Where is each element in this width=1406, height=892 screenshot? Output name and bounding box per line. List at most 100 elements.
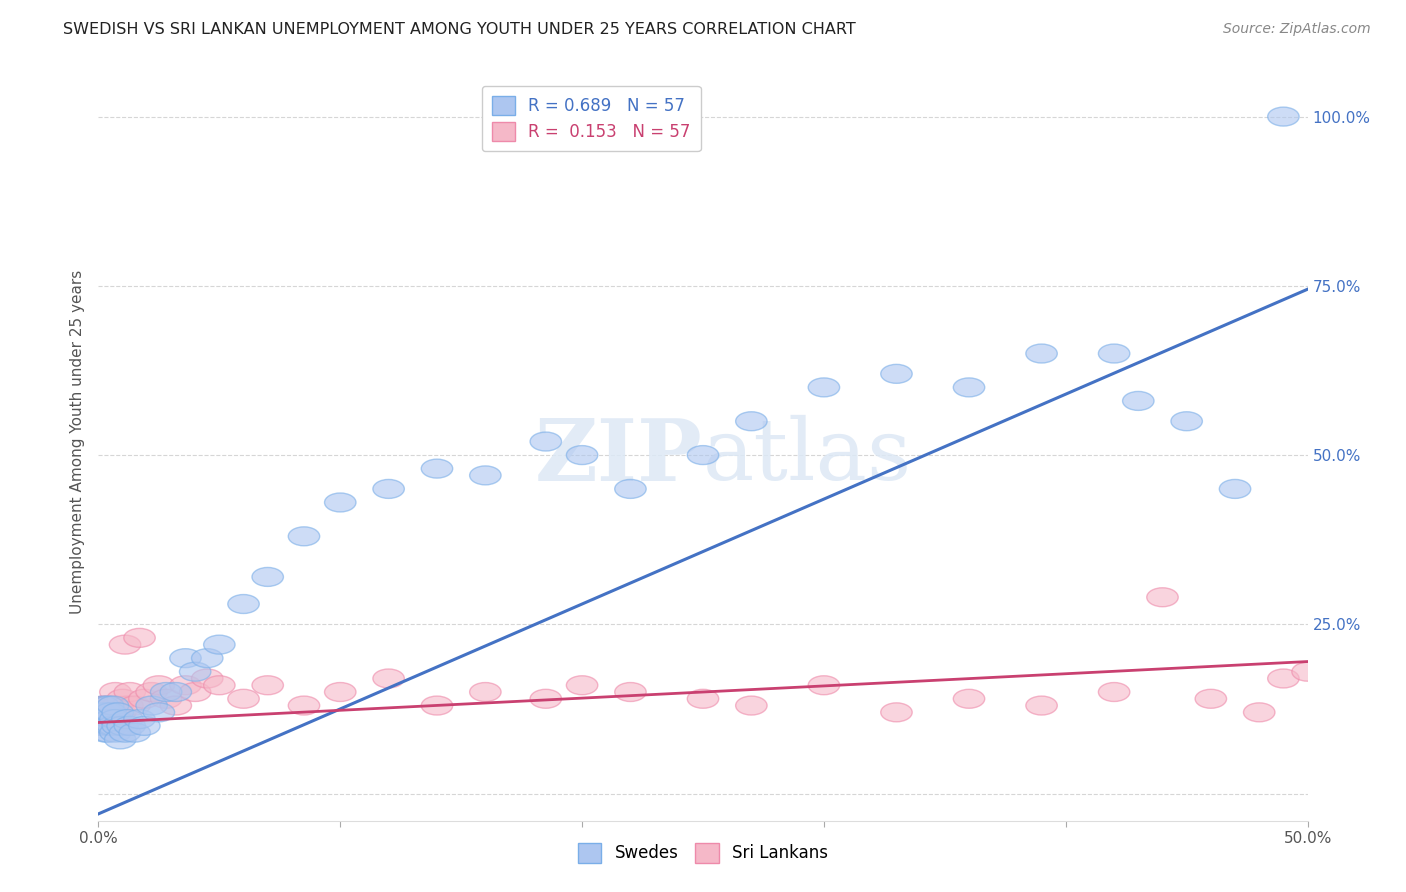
Ellipse shape [373,669,405,688]
Ellipse shape [86,703,117,722]
Ellipse shape [110,723,141,742]
Ellipse shape [90,723,121,742]
Ellipse shape [288,696,319,715]
Ellipse shape [143,703,174,722]
Ellipse shape [94,703,127,722]
Ellipse shape [97,696,129,715]
Ellipse shape [103,703,134,722]
Ellipse shape [880,364,912,384]
Ellipse shape [1268,669,1299,688]
Ellipse shape [86,710,117,729]
Ellipse shape [93,710,124,729]
Ellipse shape [1219,480,1251,499]
Ellipse shape [93,696,124,715]
Ellipse shape [1098,682,1130,701]
Ellipse shape [90,696,121,715]
Ellipse shape [204,676,235,695]
Ellipse shape [1195,690,1226,708]
Ellipse shape [86,703,117,722]
Ellipse shape [614,682,647,701]
Ellipse shape [808,378,839,397]
Ellipse shape [191,648,224,667]
Ellipse shape [104,730,136,749]
Ellipse shape [191,669,224,688]
Text: SWEDISH VS SRI LANKAN UNEMPLOYMENT AMONG YOUTH UNDER 25 YEARS CORRELATION CHART: SWEDISH VS SRI LANKAN UNEMPLOYMENT AMONG… [63,22,856,37]
Ellipse shape [325,493,356,512]
Ellipse shape [93,696,124,715]
Ellipse shape [567,446,598,465]
Ellipse shape [70,697,131,728]
Ellipse shape [1243,703,1275,722]
Ellipse shape [87,710,120,729]
Ellipse shape [94,703,127,722]
Ellipse shape [1147,588,1178,607]
Ellipse shape [880,703,912,722]
Ellipse shape [93,716,124,735]
Ellipse shape [470,466,501,485]
Ellipse shape [1026,696,1057,715]
Text: Source: ZipAtlas.com: Source: ZipAtlas.com [1223,22,1371,37]
Ellipse shape [70,704,131,734]
Ellipse shape [86,716,117,735]
Ellipse shape [373,480,405,499]
Ellipse shape [90,716,121,735]
Ellipse shape [94,710,127,729]
Ellipse shape [90,710,121,729]
Ellipse shape [252,567,284,586]
Ellipse shape [97,716,129,735]
Ellipse shape [136,682,167,701]
Ellipse shape [953,378,984,397]
Ellipse shape [87,716,120,735]
Ellipse shape [735,412,768,431]
Ellipse shape [953,690,984,708]
Ellipse shape [567,676,598,695]
Text: atlas: atlas [703,415,912,499]
Ellipse shape [136,696,167,715]
Ellipse shape [114,716,146,735]
Ellipse shape [87,716,120,735]
Ellipse shape [150,682,181,701]
Ellipse shape [94,716,127,735]
Ellipse shape [160,696,191,715]
Legend: Swedes, Sri Lankans: Swedes, Sri Lankans [571,837,835,869]
Ellipse shape [111,696,143,715]
Ellipse shape [422,696,453,715]
Ellipse shape [87,703,120,722]
Ellipse shape [93,703,124,722]
Ellipse shape [1268,107,1299,126]
Ellipse shape [688,690,718,708]
Ellipse shape [90,710,121,729]
Text: ZIP: ZIP [536,415,703,499]
Ellipse shape [530,690,561,708]
Ellipse shape [288,527,319,546]
Ellipse shape [1098,344,1130,363]
Ellipse shape [1122,392,1154,410]
Ellipse shape [1292,662,1323,681]
Ellipse shape [180,682,211,701]
Ellipse shape [688,446,718,465]
Ellipse shape [100,723,131,742]
Ellipse shape [204,635,235,654]
Ellipse shape [120,723,150,742]
Ellipse shape [228,690,259,708]
Y-axis label: Unemployment Among Youth under 25 years: Unemployment Among Youth under 25 years [70,269,86,614]
Ellipse shape [170,648,201,667]
Ellipse shape [129,716,160,735]
Ellipse shape [107,690,138,708]
Ellipse shape [94,716,127,735]
Ellipse shape [103,696,134,715]
Ellipse shape [107,716,138,735]
Ellipse shape [87,696,120,715]
Ellipse shape [124,710,155,729]
Ellipse shape [97,716,129,735]
Ellipse shape [100,710,131,729]
Ellipse shape [93,723,124,742]
Ellipse shape [422,459,453,478]
Ellipse shape [170,676,201,695]
Ellipse shape [120,696,150,715]
Ellipse shape [150,690,181,708]
Ellipse shape [614,480,647,499]
Ellipse shape [1171,412,1202,431]
Ellipse shape [94,710,127,729]
Ellipse shape [325,682,356,701]
